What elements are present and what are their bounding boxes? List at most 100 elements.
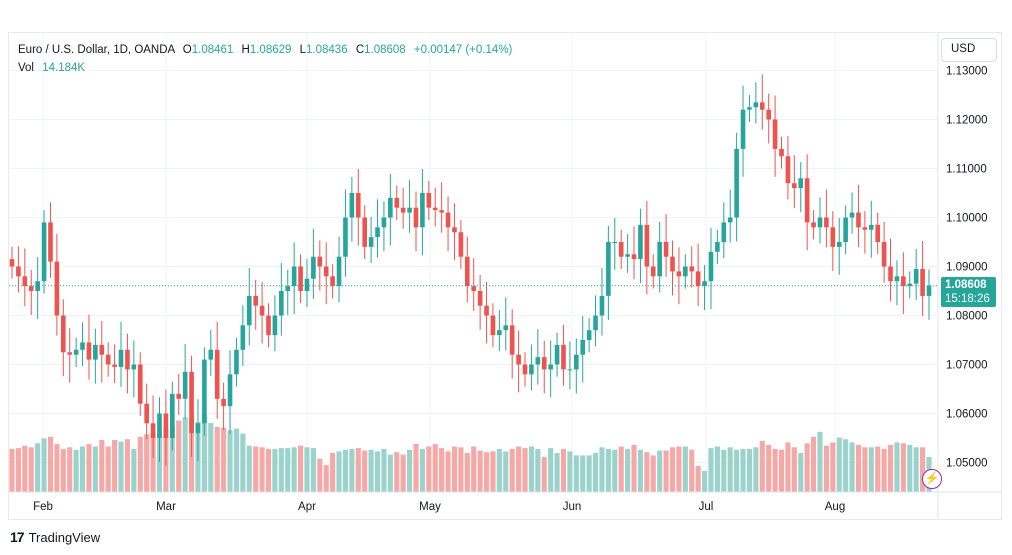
- candle-body: [118, 349, 124, 367]
- candle-body: [381, 217, 387, 228]
- candle-body: [413, 207, 419, 228]
- volume-bar: [650, 455, 656, 492]
- volume-bar: [817, 431, 823, 492]
- price-axis[interactable]: 1.05000 1.06000 1.07000 1.08000 1.09000 1.100…: [946, 66, 988, 470]
- volume-bar: [548, 448, 554, 492]
- volume-bar: [182, 417, 188, 492]
- candle-body: [323, 266, 329, 277]
- volume-bar: [592, 453, 599, 492]
- price-tick-label: 1.12000: [946, 115, 988, 127]
- time-axis[interactable]: Feb Mar Apr May Jun Jul Aug: [33, 501, 845, 513]
- candle-body: [311, 256, 316, 279]
- volume-bar: [778, 449, 785, 492]
- volume-bar: [701, 470, 708, 492]
- price-tick-label: 1.05000: [946, 458, 988, 470]
- candle-body: [856, 212, 861, 228]
- candle-body: [176, 393, 182, 399]
- low-label: L: [299, 44, 307, 56]
- candle-body: [426, 193, 432, 208]
- symbol-title[interactable]: Euro / U.S. Dollar, 1D, OANDA: [18, 44, 175, 56]
- candle-body: [907, 283, 913, 287]
- candle-body: [221, 398, 226, 407]
- volume-bar: [118, 441, 124, 492]
- candle-body: [304, 278, 310, 291]
- volume-bar: [323, 465, 329, 492]
- volume-bar: [894, 442, 900, 492]
- volume-bar: [368, 449, 374, 492]
- volume-bar: [689, 449, 695, 492]
- candle-body: [529, 364, 534, 375]
- volume-bar: [868, 447, 874, 492]
- tradingview-logo-icon[interactable]: 17: [10, 529, 25, 545]
- volume-bar: [900, 443, 906, 492]
- open-value: 1.08461: [191, 44, 234, 56]
- volume-bar: [298, 445, 304, 492]
- volume-bar: [567, 451, 573, 492]
- candle-body: [240, 325, 246, 350]
- candle-body: [362, 217, 368, 247]
- candle-body: [86, 342, 92, 360]
- candle-body: [157, 413, 162, 438]
- volume-bar: [278, 448, 284, 492]
- volume-bar: [753, 447, 759, 492]
- volume-bar: [554, 453, 560, 492]
- volume-bar: [503, 451, 509, 492]
- candle-body: [913, 268, 919, 284]
- candle-body: [9, 259, 15, 267]
- candle-body: [753, 102, 759, 108]
- candle-body: [22, 276, 28, 287]
- footer: 17 TradingView: [10, 529, 100, 545]
- volume-bar: [823, 445, 829, 492]
- candle-body: [202, 359, 207, 424]
- volume-bar: [522, 448, 528, 492]
- candle-body: [708, 251, 714, 282]
- volume-bar: [407, 449, 413, 492]
- volume-bar: [124, 439, 130, 492]
- volume-bar: [451, 446, 458, 492]
- volume-bar: [169, 425, 175, 492]
- volume-label[interactable]: Vol: [18, 62, 34, 74]
- candle-body: [484, 305, 489, 316]
- candle-body: [817, 217, 823, 228]
- volume-bar: [176, 420, 182, 492]
- currency-button[interactable]: USD: [941, 38, 997, 62]
- candle-body: [73, 349, 79, 355]
- candle-body: [593, 315, 598, 331]
- volume-bar: [35, 443, 41, 492]
- lightning-icon[interactable]: ⚡: [922, 469, 942, 489]
- volume-bar: [381, 448, 387, 492]
- candle-body: [471, 286, 477, 291]
- volume-bar: [330, 453, 336, 492]
- volume-bar: [695, 466, 701, 492]
- candle-body: [509, 325, 515, 355]
- candle-body: [676, 271, 682, 277]
- volume-bar: [349, 448, 355, 492]
- volume-bar: [669, 447, 676, 492]
- price-tick-label: 1.08000: [946, 311, 988, 323]
- volume-bar: [60, 448, 66, 492]
- candle-body: [541, 357, 547, 370]
- candle-body: [60, 315, 66, 353]
- volume-bar: [73, 449, 79, 492]
- volume-bar: [516, 446, 522, 492]
- candle-body: [516, 354, 521, 365]
- candle-body: [586, 330, 592, 340]
- volume-bar: [317, 458, 323, 492]
- candle-body: [561, 344, 566, 370]
- ohlc-legend: Euro / U.S. Dollar, 1D, OANDA O1.08461 H…: [18, 41, 512, 77]
- candle-body: [343, 217, 348, 257]
- bar-countdown: 15:18:26: [945, 293, 990, 305]
- low-value: 1.08436: [306, 44, 348, 56]
- volume-bar: [580, 455, 586, 492]
- volume-bar: [413, 444, 419, 492]
- volume-bar: [477, 450, 483, 492]
- brand-name[interactable]: TradingView: [28, 529, 101, 545]
- candle-body: [131, 364, 137, 370]
- candle-body: [330, 276, 335, 287]
- volume-bar: [740, 448, 746, 492]
- candle-body: [875, 224, 881, 242]
- volume-bar: [746, 448, 753, 492]
- candle-body: [792, 183, 797, 189]
- volume-bar: [259, 447, 265, 492]
